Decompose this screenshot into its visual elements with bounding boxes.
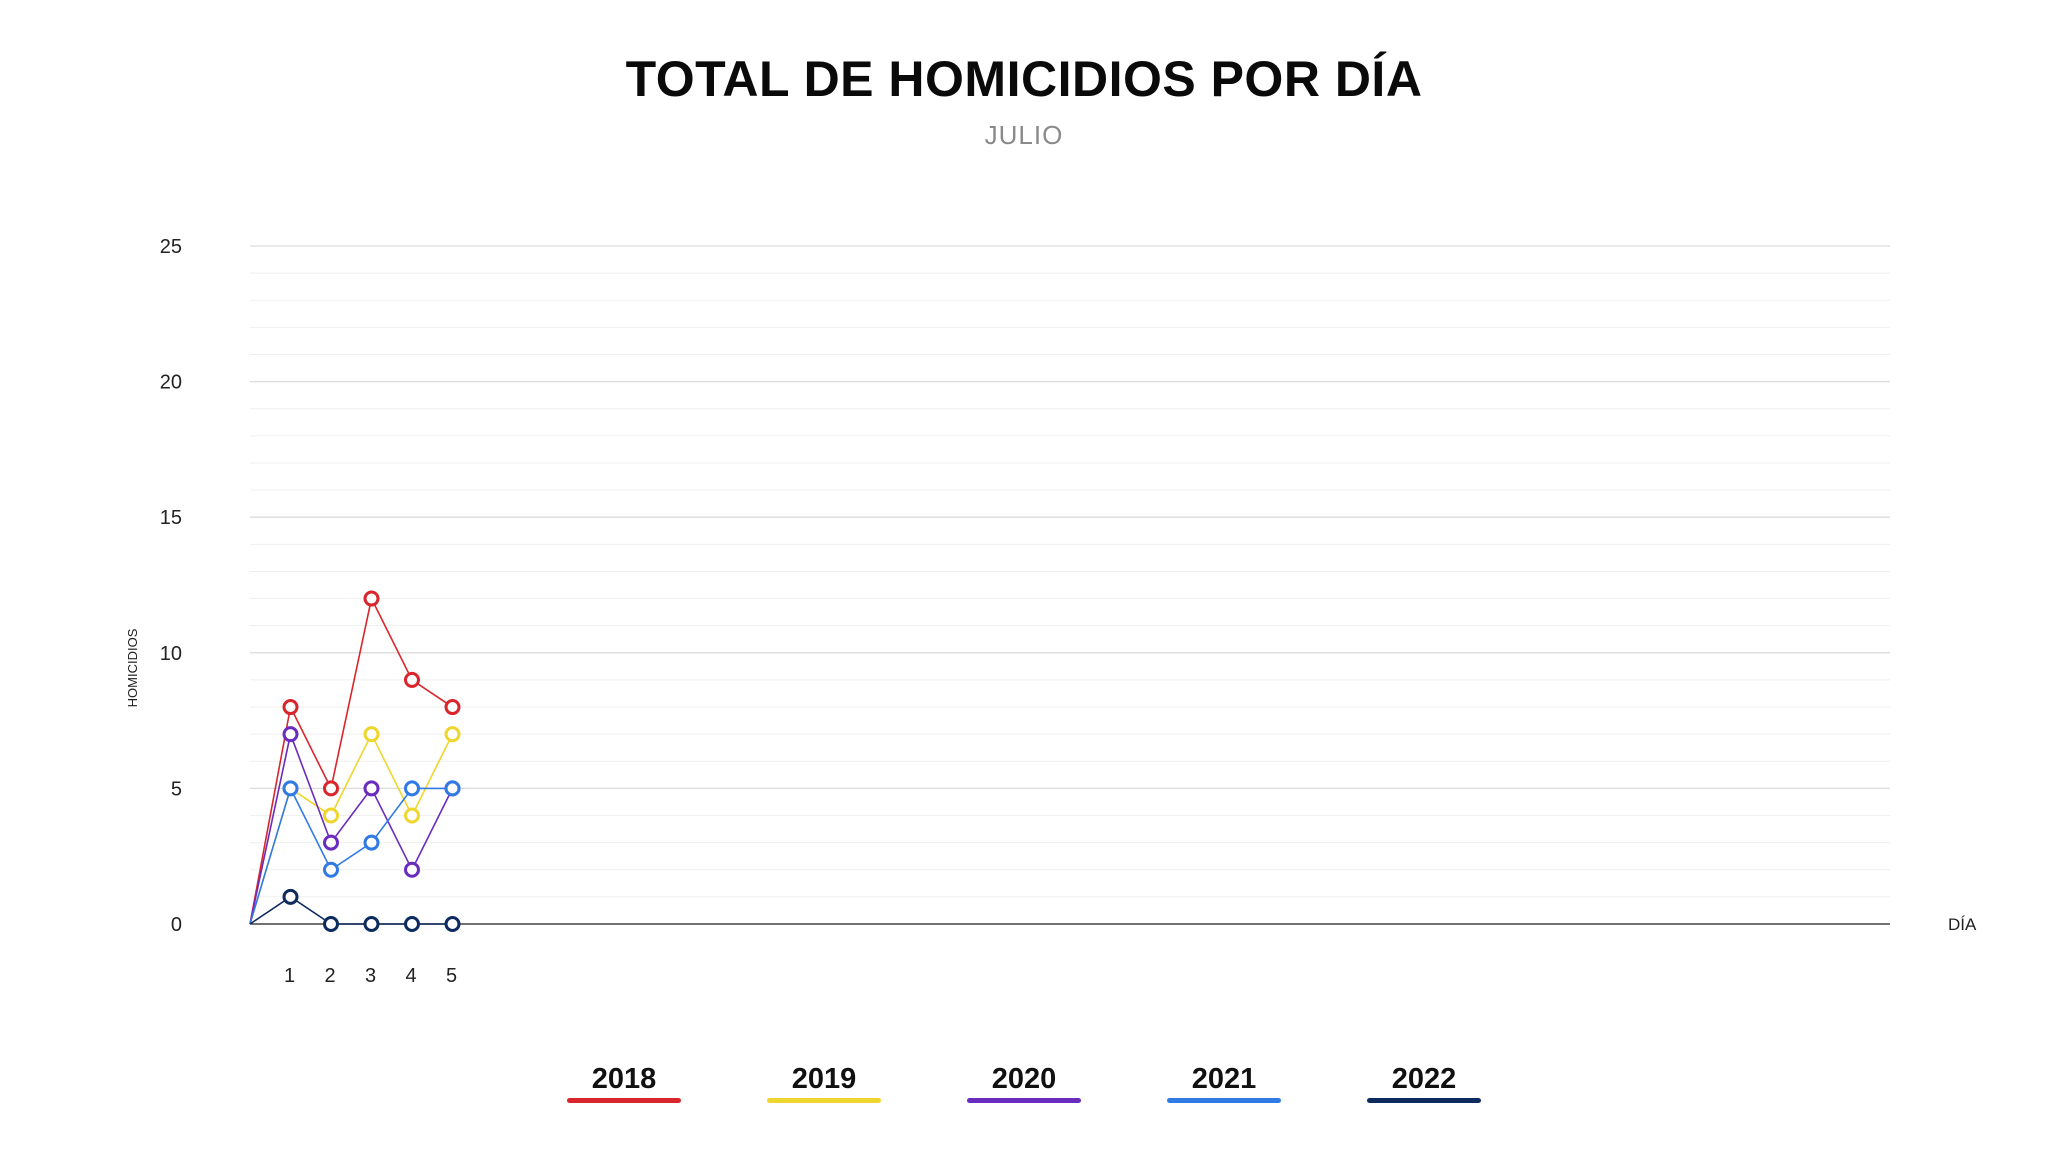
markers-2018 [282,590,461,797]
data-point[interactable] [404,671,420,688]
gridlines [250,245,1890,898]
data-point[interactable] [363,780,380,797]
x-axis-label: DÍA [1948,915,1977,934]
y-tick-label: 25 [160,236,182,258]
y-tick-label: 20 [160,372,182,394]
data-point[interactable] [444,726,461,743]
series-line [249,596,453,925]
data-point[interactable] [404,807,420,824]
legend-item-2021[interactable]: 2021 [1167,1062,1281,1103]
data-point[interactable] [282,780,299,797]
data-point[interactable] [404,861,420,878]
legend-swatch [1367,1098,1481,1103]
data-point[interactable] [444,780,461,797]
series-2022 [249,895,453,925]
legend-swatch [567,1098,681,1103]
data-point[interactable] [363,726,380,743]
data-point[interactable] [323,861,339,878]
data-point[interactable] [363,834,380,851]
markers-2022 [282,888,461,932]
legend-item-2019[interactable]: 2019 [767,1062,881,1103]
legend-swatch [967,1098,1081,1103]
data-point[interactable] [444,916,461,932]
y-tick-label: 0 [171,914,182,936]
legend-label: 2019 [791,1063,857,1095]
x-tick-label: 4 [405,965,416,987]
series-2020 [249,731,454,925]
data-point[interactable] [444,699,461,716]
data-point[interactable] [323,780,339,797]
series-line [249,895,453,925]
x-tick-label: 1 [284,965,295,987]
legend-swatch [1167,1098,1281,1103]
y-tick-label: 10 [160,643,182,665]
markers-2021 [282,780,461,878]
data-point[interactable] [323,834,339,851]
x-tick-label: 3 [365,965,376,987]
legend-label: 2018 [591,1063,657,1095]
data-point[interactable] [323,916,339,932]
data-point[interactable] [363,916,380,932]
legend-label: 2022 [1391,1063,1457,1095]
y-axis-label: HOMICIDIOS [125,628,140,707]
x-tick-label: 5 [446,965,457,987]
legend-item-2018[interactable]: 2018 [567,1062,681,1103]
chart-title: TOTAL DE HOMICIDIOS POR DÍA [625,51,1423,107]
data-point[interactable] [282,726,299,743]
data-point[interactable] [323,807,339,824]
legend-item-2022[interactable]: 2022 [1367,1062,1481,1103]
x-tick-label: 2 [324,965,335,987]
y-tick-label: 5 [171,778,182,800]
series-line [249,731,454,925]
chart-legend: 2018 2019 2020 2021 2022 [0,1062,2048,1103]
data-point[interactable] [282,888,299,905]
chart-subtitle: JULIO [984,120,1064,150]
data-point[interactable] [282,699,299,716]
y-tick-label: 15 [160,507,182,529]
line-chart: 0 5 10 15 20 25 1 2 3 4 5 DÍA HOMICIDIOS [125,236,1977,987]
legend-label: 2021 [1191,1063,1257,1095]
legend-label: 2020 [991,1063,1057,1095]
data-point[interactable] [363,590,380,607]
legend-swatch [767,1098,881,1103]
data-point[interactable] [404,780,420,797]
legend-item-2020[interactable]: 2020 [967,1062,1081,1103]
data-point[interactable] [404,916,420,932]
series-2018 [249,596,453,925]
